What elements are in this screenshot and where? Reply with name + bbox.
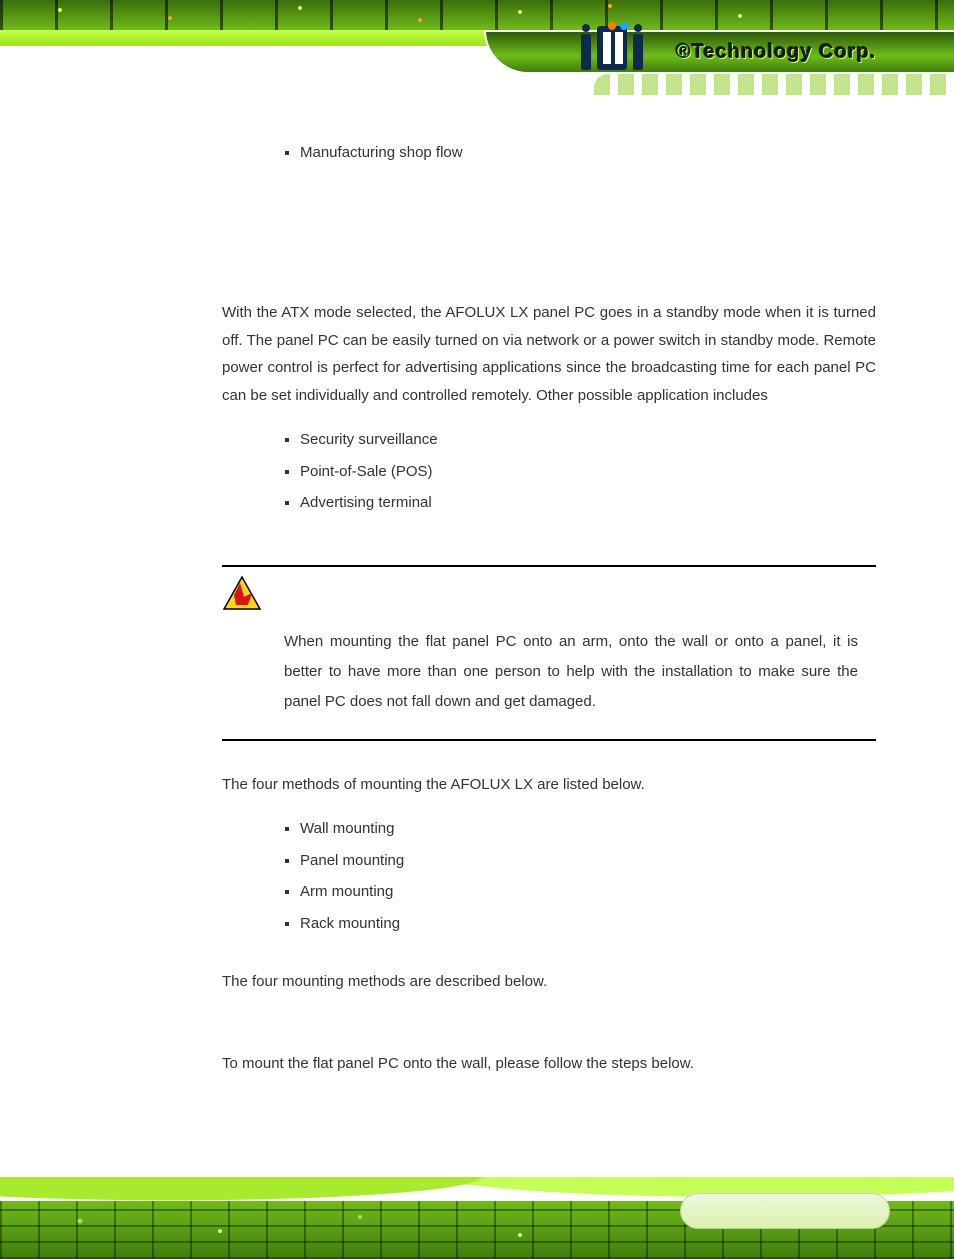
footer-banner [0, 1127, 954, 1259]
header-pcb-strip [0, 0, 954, 30]
list-methods: Wall mounting Panel mounting Arm mountin… [222, 813, 876, 940]
paragraph-wall-mount: To mount the flat panel PC onto the wall… [222, 1050, 876, 1078]
list-item: Rack mounting [300, 908, 876, 940]
brand-text: ®Technology Corp. [676, 41, 876, 64]
list-item: Advertising terminal [300, 487, 876, 519]
paragraph-methods-intro: The four methods of mounting the AFOLUX … [222, 771, 876, 799]
list-item: Manufacturing shop flow [300, 137, 876, 169]
warning-callout: When mounting the flat panel PC onto an … [222, 565, 876, 741]
brand-logo-icon [577, 22, 649, 74]
brand-registered: ® [676, 41, 692, 63]
list-item: Panel mounting [300, 845, 876, 877]
header-banner: ®Technology Corp. [0, 0, 954, 95]
list-item: Point-of-Sale (POS) [300, 456, 876, 488]
section-gap [222, 197, 876, 299]
warning-icon [222, 575, 876, 611]
section-gap [222, 1010, 876, 1050]
list-item: Arm mounting [300, 876, 876, 908]
callout-icon-row [222, 567, 876, 617]
list-top: Manufacturing shop flow [222, 137, 876, 169]
header-trace-decor [594, 74, 954, 95]
list-item: Security surveillance [300, 424, 876, 456]
page-root: ®Technology Corp. Manufacturing shop flo… [0, 0, 954, 1259]
list-item: Wall mounting [300, 813, 876, 845]
list-apps: Security surveillance Point-of-Sale (POS… [222, 424, 876, 519]
paragraph-methods-outro: The four mounting methods are described … [222, 968, 876, 996]
page-number-badge [680, 1193, 890, 1229]
callout-text: When mounting the flat panel PC onto an … [222, 617, 876, 739]
callout-rule-bottom [222, 739, 876, 741]
header-brand-pill: ®Technology Corp. [484, 30, 954, 74]
paragraph-atx: With the ATX mode selected, the AFOLUX L… [222, 299, 876, 410]
content-area: Manufacturing shop flow With the ATX mod… [0, 95, 954, 1111]
brand-name: Technology Corp. [692, 41, 877, 63]
